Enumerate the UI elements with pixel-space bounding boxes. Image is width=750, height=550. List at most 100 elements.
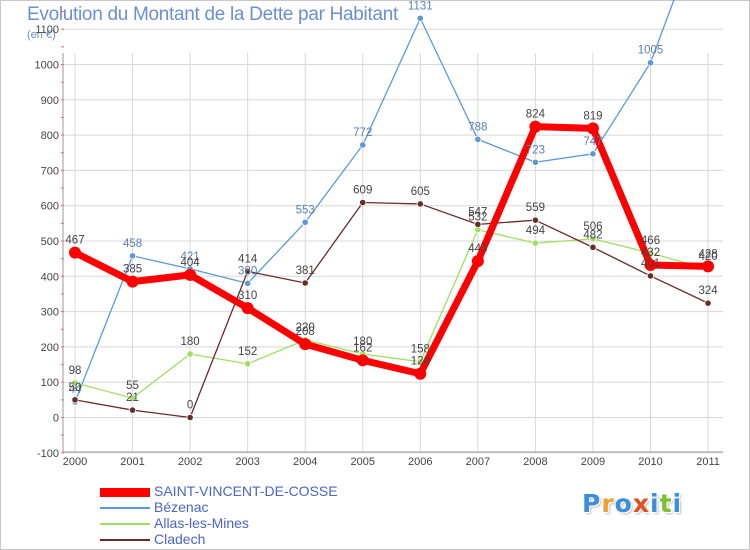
data-point <box>586 122 599 135</box>
data-label: 466 <box>641 235 660 247</box>
legend-label: Cladech <box>154 531 206 547</box>
data-point <box>69 246 81 259</box>
data-point <box>646 272 655 280</box>
data-label: 385 <box>123 264 142 276</box>
data-label: 747 <box>583 136 602 148</box>
y-tick-label: 400 <box>41 271 59 283</box>
data-label: 220 <box>296 322 315 334</box>
y-tick-label: 600 <box>41 201 59 213</box>
data-label: 824 <box>526 109 546 121</box>
data-point <box>531 158 540 166</box>
legend-label: Allas-les-Mines <box>154 515 249 531</box>
data-label: 532 <box>468 212 487 224</box>
data-label: 432 <box>641 247 660 259</box>
data-point <box>474 220 482 229</box>
legend-label: Bézenac <box>154 499 209 515</box>
data-label: 180 <box>181 336 200 348</box>
data-point <box>244 279 252 287</box>
data-point <box>71 379 79 387</box>
data-point <box>589 150 597 158</box>
legend-swatch <box>100 523 150 525</box>
x-tick-label: 2001 <box>120 456 144 468</box>
data-label: 55 <box>126 380 139 392</box>
data-label: 609 <box>353 185 372 197</box>
data-label: 50 <box>69 382 82 394</box>
data-label: 0 <box>187 400 193 412</box>
y-tick-label: 800 <box>41 130 59 142</box>
data-label: 44 <box>69 384 82 396</box>
data-point <box>244 267 252 275</box>
data-label: 380 <box>238 265 257 277</box>
data-point <box>414 367 427 380</box>
data-label: 819 <box>583 110 602 122</box>
logo-letter: i <box>672 489 683 518</box>
data-label: 547 <box>468 206 487 218</box>
data-label: 428 <box>698 248 717 260</box>
data-point <box>126 275 139 288</box>
data-label: 1005 <box>638 45 664 57</box>
data-label: 421 <box>181 251 200 263</box>
data-point <box>531 239 540 247</box>
y-tick-label: 0 <box>53 413 59 425</box>
chart-title: Evolution du Montant de la Dette par Hab… <box>27 4 398 25</box>
plot-area <box>63 53 723 452</box>
data-point <box>186 413 194 422</box>
x-tick-label: 2009 <box>581 456 605 468</box>
data-point <box>359 141 367 149</box>
data-label: 723 <box>526 144 545 156</box>
x-tick-label: 2011 <box>696 456 720 468</box>
logo-letter: r <box>601 489 615 518</box>
logo-letter: i <box>650 489 660 518</box>
data-point <box>301 279 309 287</box>
data-label: 553 <box>296 204 315 216</box>
data-point <box>471 255 484 268</box>
data-point <box>474 135 482 143</box>
y-tick-label: 1000 <box>35 60 59 72</box>
proxiti-logo: Proxiti <box>582 489 682 518</box>
data-label: 162 <box>353 342 372 354</box>
logo-letter: t <box>659 489 673 518</box>
data-label: 788 <box>468 121 487 133</box>
data-label: 124 <box>411 356 431 368</box>
logo-letter: o <box>614 489 633 518</box>
data-point <box>589 235 597 243</box>
legend-label: SAINT-VINCENT-DE-COSSE <box>154 483 338 499</box>
y-tick-label: -100 <box>37 448 59 460</box>
series-line-cladech <box>74 201 709 419</box>
data-point <box>529 120 542 133</box>
y-tick-label: 900 <box>41 95 59 107</box>
y-tick-label: 700 <box>41 165 59 177</box>
legend-swatch <box>100 539 150 541</box>
data-label: 506 <box>583 221 602 233</box>
data-label: 467 <box>65 235 84 247</box>
x-tick-label: 2003 <box>235 456 259 468</box>
data-point <box>589 243 597 251</box>
data-label: 458 <box>123 238 142 250</box>
data-label: 404 <box>181 257 201 269</box>
data-point <box>531 216 540 224</box>
y-tick-label: 100 <box>41 377 59 389</box>
data-label: 559 <box>526 202 545 214</box>
data-label: 605 <box>411 186 430 198</box>
data-point <box>128 406 137 414</box>
data-label: 494 <box>526 225 546 237</box>
data-label: 98 <box>69 365 82 377</box>
data-label: 420 <box>698 251 717 263</box>
data-point <box>416 14 424 22</box>
series-line-allas-les-mines <box>74 229 709 399</box>
y-tick-label: 1100 <box>35 24 59 36</box>
data-point <box>416 200 424 208</box>
data-point <box>704 299 712 307</box>
data-point <box>356 354 369 367</box>
y-tick-label: 300 <box>41 307 59 319</box>
x-tick-label: 2000 <box>63 456 87 468</box>
data-label: 443 <box>468 243 487 255</box>
legend-swatch <box>100 488 150 497</box>
data-point <box>646 59 655 67</box>
logo-letter: x <box>632 489 650 518</box>
data-point <box>359 198 367 207</box>
data-label: 414 <box>238 253 258 265</box>
logo-letter: P <box>582 489 602 518</box>
